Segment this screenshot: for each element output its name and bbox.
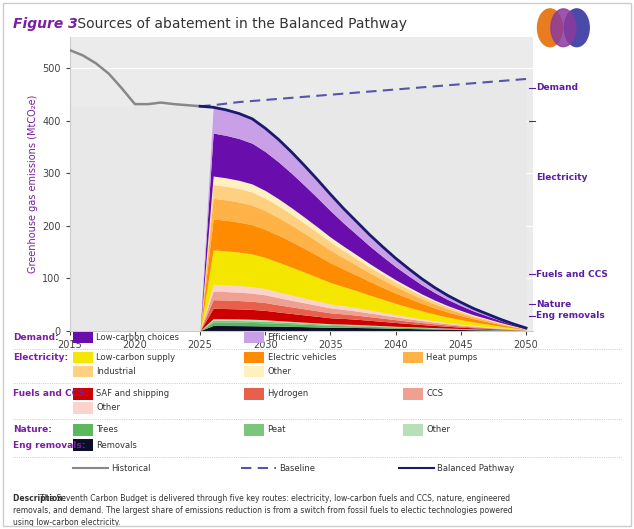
Text: Eng removals:: Eng removals: xyxy=(13,441,85,450)
Text: Trees: Trees xyxy=(96,425,119,434)
Text: Nature: Nature xyxy=(536,300,572,309)
Circle shape xyxy=(538,9,562,47)
Text: Demand: Demand xyxy=(536,84,578,93)
Text: Sources of abatement in the Balanced Pathway: Sources of abatement in the Balanced Pat… xyxy=(73,17,407,31)
Text: Baseline: Baseline xyxy=(279,463,315,473)
Circle shape xyxy=(551,9,576,47)
Text: SAF and shipping: SAF and shipping xyxy=(96,389,169,398)
Text: Hydrogen: Hydrogen xyxy=(268,389,309,398)
Text: Removals: Removals xyxy=(96,441,137,450)
Text: Demand:: Demand: xyxy=(13,333,58,342)
Text: Electric vehicles: Electric vehicles xyxy=(268,353,336,362)
Text: Peat: Peat xyxy=(268,425,286,434)
Y-axis label: Greenhouse gas emissions (MtCO₂e): Greenhouse gas emissions (MtCO₂e) xyxy=(28,95,38,273)
Text: Electricity:: Electricity: xyxy=(13,353,68,362)
Text: Other: Other xyxy=(96,403,120,413)
Text: Other: Other xyxy=(268,367,292,376)
Text: The Seventh Carbon Budget is delivered through five key routes: electricity, low: The Seventh Carbon Budget is delivered t… xyxy=(40,494,510,503)
Text: Nature:: Nature: xyxy=(13,425,51,434)
Text: Fuels and CCS: Fuels and CCS xyxy=(536,269,609,278)
Text: Historical: Historical xyxy=(111,463,150,473)
Text: Electricity: Electricity xyxy=(536,172,588,181)
Text: Efficiency: Efficiency xyxy=(268,333,308,342)
Text: Heat pumps: Heat pumps xyxy=(426,353,477,362)
Text: removals, and demand. The largest share of emissions reduction is from a switch : removals, and demand. The largest share … xyxy=(13,506,512,515)
Circle shape xyxy=(564,9,589,47)
Text: Low-carbon supply: Low-carbon supply xyxy=(96,353,176,362)
Text: Eng removals: Eng removals xyxy=(536,312,605,321)
Text: Other: Other xyxy=(426,425,450,434)
Text: Fuels and CCS:: Fuels and CCS: xyxy=(13,389,88,398)
Text: Low-carbon choices: Low-carbon choices xyxy=(96,333,179,342)
Text: Balanced Pathway: Balanced Pathway xyxy=(437,463,515,473)
Text: Industrial: Industrial xyxy=(96,367,136,376)
Text: CCS: CCS xyxy=(426,389,443,398)
Text: Description:: Description: xyxy=(13,494,68,503)
Text: using low-carbon electricity.: using low-carbon electricity. xyxy=(13,517,120,526)
Text: Figure 3: Figure 3 xyxy=(13,17,77,31)
